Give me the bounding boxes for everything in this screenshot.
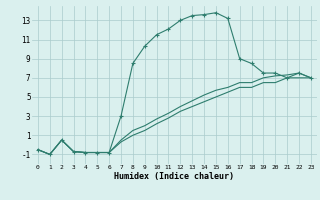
X-axis label: Humidex (Indice chaleur): Humidex (Indice chaleur) [115, 172, 234, 181]
